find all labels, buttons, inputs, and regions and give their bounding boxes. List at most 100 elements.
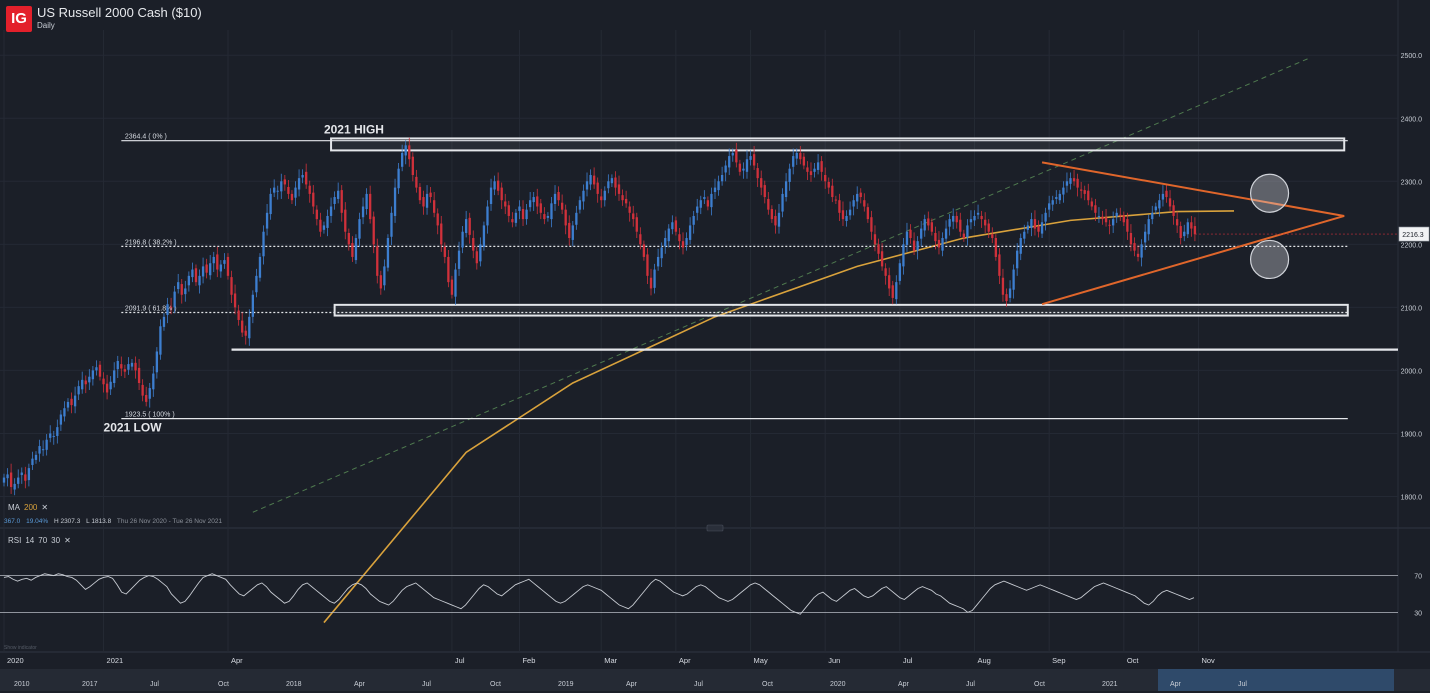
candle-body xyxy=(397,168,400,189)
candle-body xyxy=(813,168,816,172)
candle-body xyxy=(169,306,173,308)
candle-body xyxy=(859,192,862,198)
candle-body xyxy=(585,181,589,190)
x-tick-label: Apr xyxy=(679,656,691,665)
rsi-close-icon[interactable]: ✕ xyxy=(64,536,71,545)
candle-body xyxy=(372,216,375,245)
navigator-label: Jul xyxy=(422,681,431,688)
candle-body xyxy=(856,193,859,202)
candle-body xyxy=(461,231,464,248)
candle-body xyxy=(198,275,201,286)
candle-body xyxy=(201,266,205,277)
candle-body xyxy=(1065,181,1069,186)
candle-body xyxy=(137,367,141,384)
candle-body xyxy=(575,212,578,225)
candle-body xyxy=(233,293,237,308)
candle-body xyxy=(148,388,151,399)
candle-body xyxy=(724,165,727,173)
candle-body xyxy=(52,435,55,437)
candle-body xyxy=(827,181,830,188)
candle-body xyxy=(699,200,702,208)
candle-body xyxy=(1012,269,1015,290)
candle-body xyxy=(923,219,926,231)
candle-body xyxy=(639,234,642,245)
candle-body xyxy=(475,251,478,264)
candle-body xyxy=(649,277,653,289)
candle-body xyxy=(401,152,404,167)
candle-body xyxy=(1151,212,1154,220)
candle-body xyxy=(941,238,944,251)
candle-body xyxy=(802,156,806,166)
triangle-lower-line xyxy=(1041,215,1345,306)
candle-body xyxy=(255,275,258,293)
candle-body xyxy=(145,394,148,402)
candle-body xyxy=(41,449,45,451)
timeframe-label[interactable]: Daily xyxy=(37,21,55,30)
candle-body xyxy=(319,219,322,232)
navigator-label: Apr xyxy=(898,681,910,688)
candle-body xyxy=(66,401,70,408)
rsi-tick-30: 30 xyxy=(1414,610,1422,617)
ma-close-icon[interactable]: ✕ xyxy=(41,503,49,512)
last-price-box xyxy=(1398,226,1430,242)
show-indicator-link[interactable]: Show indicator xyxy=(4,645,37,651)
candle-body xyxy=(308,185,311,194)
candle-body xyxy=(297,178,301,190)
ig-logo: IG xyxy=(6,6,32,32)
candle-body xyxy=(141,384,144,396)
candle-body xyxy=(514,212,518,223)
candle-body xyxy=(539,203,542,213)
rsi-period: 14 xyxy=(25,536,35,545)
candle-body xyxy=(653,269,656,288)
candle-body xyxy=(671,222,674,230)
candle-body xyxy=(955,215,958,223)
candle-body xyxy=(450,279,454,295)
candle-body xyxy=(1023,231,1026,239)
candle-body xyxy=(1055,197,1058,199)
candle-body xyxy=(479,244,482,262)
candle-body xyxy=(251,294,255,317)
ma-indicator-legend[interactable]: MA 200 ✕ xyxy=(8,503,52,512)
candle-body xyxy=(898,263,902,281)
candle-body xyxy=(603,190,606,201)
fib-level-label: 2364.4 ( 0% ) xyxy=(125,134,167,141)
candle-body xyxy=(834,199,838,201)
candle-body xyxy=(937,239,941,248)
candle-body xyxy=(888,275,891,289)
candle-body xyxy=(1115,212,1118,217)
candle-body xyxy=(557,192,560,201)
candle-body xyxy=(216,254,219,270)
candle-body xyxy=(781,193,784,212)
candle-body xyxy=(113,370,116,384)
candle-body xyxy=(1076,178,1079,188)
candle-body xyxy=(674,220,678,232)
candle-body xyxy=(386,238,390,268)
candle-body xyxy=(848,209,852,216)
x-tick-label: Aug xyxy=(978,656,991,665)
candle-body xyxy=(976,212,980,215)
x-tick-label: Jun xyxy=(828,656,840,665)
candle-body xyxy=(1190,222,1193,229)
candle-body xyxy=(105,383,109,393)
x-tick-label: Oct xyxy=(1127,656,1140,665)
candle-body xyxy=(315,209,318,220)
candle-body xyxy=(507,205,510,216)
candle-body xyxy=(984,219,987,226)
candle-body xyxy=(209,263,212,276)
candle-body xyxy=(322,225,326,230)
candle-body xyxy=(795,152,798,159)
candle-body xyxy=(532,197,535,203)
candle-body xyxy=(1119,214,1122,216)
candle-body xyxy=(749,156,752,160)
candle-body xyxy=(1016,250,1019,269)
candle-body xyxy=(1083,190,1086,194)
candle-body xyxy=(1019,238,1022,254)
candle-body xyxy=(1005,294,1008,302)
candle-body xyxy=(614,177,617,188)
candle-body xyxy=(962,233,966,239)
candle-body xyxy=(592,175,596,185)
candle-body xyxy=(337,190,340,199)
rsi-indicator-legend[interactable]: RSI 14 70 30 ✕ xyxy=(8,536,75,545)
